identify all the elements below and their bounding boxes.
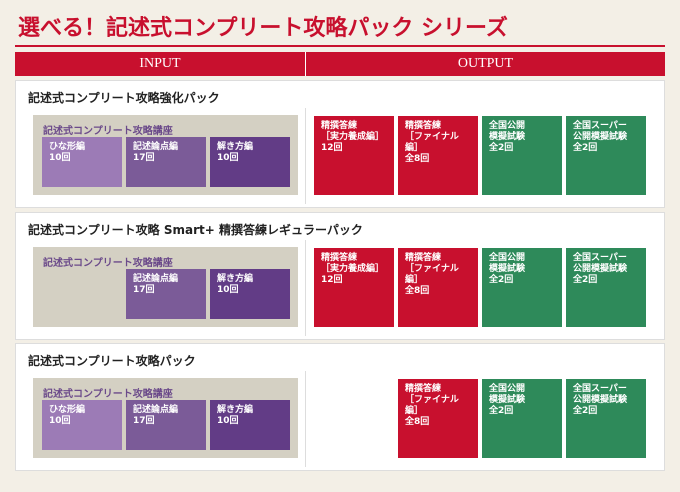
input-label: 記述式コンプリート攻略講座 (43, 389, 173, 400)
output: 全国公開 模擬試験 全2回 (482, 248, 562, 327)
course: 記述論点編 17回 (126, 137, 206, 187)
course: ひな形編 10回 (42, 137, 122, 187)
course-text: 17回 (133, 416, 155, 426)
output-text: 全国スーパー (573, 384, 627, 394)
output-text: 公開模擬試験 (573, 395, 628, 405)
output-text: ［ファイナル編］ (405, 132, 459, 153)
course-text: 17回 (133, 153, 155, 163)
course: 解き方編 10回 (210, 137, 290, 187)
column-header: INPUT (139, 56, 181, 71)
output-text: 全8回 (405, 154, 430, 164)
output-text: 公開模擬試験 (573, 132, 628, 142)
course: 解き方編 10回 (210, 269, 290, 319)
course-text: ひな形編 (49, 142, 86, 152)
output-text: 精撰答練 (321, 253, 358, 263)
output-text: 全国公開 (489, 121, 526, 131)
output-text: 模擬試験 (489, 132, 526, 142)
output-text: 精撰答練 (405, 121, 442, 131)
course-text: 10回 (217, 153, 239, 163)
section-divider (305, 371, 306, 467)
course-text: 17回 (133, 285, 155, 295)
output: 精撰答練 ［ファイナル編］ 全8回 (398, 116, 478, 195)
course-text: 記述論点編 (133, 274, 179, 284)
output-text: ［実力養成編］ (321, 132, 385, 142)
course-text: ひな形編 (49, 405, 86, 415)
output-text: ［ファイナル編］ (405, 264, 459, 285)
section-divider (305, 108, 306, 204)
output-text: 全2回 (573, 143, 598, 153)
course-text: 解き方編 (217, 274, 254, 284)
output-text: 全8回 (405, 286, 430, 296)
title: 選べる！記述式コンプリート攻略パック シリーズ (18, 16, 508, 41)
output-text: 全2回 (573, 275, 598, 285)
output-text: 全2回 (489, 275, 514, 285)
output-text: 12回 (321, 143, 343, 153)
input-label: 記述式コンプリート攻略講座 (43, 258, 173, 269)
output: 精撰答練 ［ファイナル編］ 全8回 (398, 248, 478, 327)
output-text: 公開模擬試験 (573, 264, 628, 274)
course-text: 10回 (49, 153, 71, 163)
course: 記述論点編 17回 (126, 269, 206, 319)
course-text: 記述論点編 (133, 405, 179, 415)
output: 全国スーパー 公開模擬試験 全2回 (566, 248, 646, 327)
output: 全国公開 模擬試験 全2回 (482, 116, 562, 195)
output-text: 全2回 (489, 406, 514, 416)
output: 精撰答練 ［実力養成編］ 12回 (314, 248, 394, 327)
section-title: 記述式コンプリート攻略パック (28, 354, 196, 368)
title-rule (15, 45, 665, 47)
output-text: 全国公開 (489, 384, 526, 394)
course: 解き方編 10回 (210, 400, 290, 450)
course-text: 10回 (217, 285, 239, 295)
course-text: 記述論点編 (133, 142, 179, 152)
output-text: ［ファイナル編］ (405, 395, 459, 416)
column-header: OUTPUT (457, 56, 514, 71)
output: 全国スーパー 公開模擬試験 全2回 (566, 379, 646, 458)
output-text: 全国公開 (489, 253, 526, 263)
course: 記述論点編 17回 (126, 400, 206, 450)
output-text: 全8回 (405, 417, 430, 427)
output-text: ［実力養成編］ (321, 264, 385, 274)
output: 精撰答練 ［実力養成編］ 12回 (314, 116, 394, 195)
output: 全国公開 模擬試験 全2回 (482, 379, 562, 458)
course: ひな形編 10回 (42, 400, 122, 450)
course-text: 10回 (217, 416, 239, 426)
column-divider (305, 52, 306, 76)
output-text: 精撰答練 (405, 253, 442, 263)
course-text: 解き方編 (217, 142, 254, 152)
output-text: 精撰答練 (405, 384, 442, 394)
output-text: 模擬試験 (489, 395, 526, 405)
course-text: 解き方編 (217, 405, 254, 415)
output: 全国スーパー 公開模擬試験 全2回 (566, 116, 646, 195)
output-text: 12回 (321, 275, 343, 285)
input-label: 記述式コンプリート攻略講座 (43, 126, 173, 137)
output-text: 全国スーパー (573, 253, 627, 263)
output-text: 全2回 (573, 406, 598, 416)
header-bar (15, 52, 665, 76)
output-text: 模擬試験 (489, 264, 526, 274)
section-title: 記述式コンプリート攻略強化パック (28, 91, 220, 105)
course-text: 10回 (49, 416, 71, 426)
output-text: 全2回 (489, 143, 514, 153)
section-title: 記述式コンプリート攻略 Smart+ 精撰答練レギュラーパック (28, 223, 363, 237)
output-text: 精撰答練 (321, 121, 358, 131)
output-text: 全国スーパー (573, 121, 627, 131)
output: 精撰答練 ［ファイナル編］ 全8回 (398, 379, 478, 458)
section-divider (305, 240, 306, 336)
